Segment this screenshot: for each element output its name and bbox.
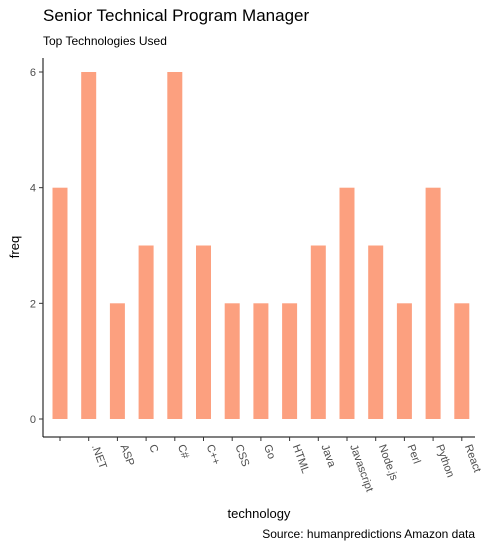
chart-caption: Source: humanpredictions Amazon data [262, 527, 475, 541]
bars-group [52, 72, 470, 419]
x-tick-label: Javascript [347, 443, 375, 494]
x-tick-label: Node.js [376, 443, 400, 483]
y-axis-ticks: 0 2 4 6 [30, 67, 43, 426]
x-axis-ticks: .NET ASP C C# C++ CSS Go HTML Java Javascript Node… [59, 437, 483, 494]
bar-go-7 [253, 303, 269, 419]
bar-c-5 [196, 245, 211, 419]
bar-html-8 [282, 303, 298, 419]
y-tick-label: 4 [30, 183, 36, 195]
y-tick-label: 2 [30, 298, 36, 310]
bar-react-14 [454, 303, 470, 419]
x-tick-label: CSS [232, 443, 251, 468]
bar-perl-12 [396, 303, 412, 419]
x-tick-label: Python [433, 443, 456, 479]
bar-python-13 [425, 187, 441, 419]
x-tick-label: Perl [405, 443, 423, 465]
bar-node-js-11 [368, 245, 384, 419]
x-tick-label: C++ [204, 443, 222, 467]
bar-css-6 [224, 303, 240, 419]
chart-title: Senior Technical Program Manager [43, 6, 310, 25]
x-axis-title: technology [228, 506, 291, 521]
x-tick-label: Go [261, 443, 277, 461]
bar-unlabeled-0 [52, 187, 68, 419]
x-tick-label: ASP [118, 443, 137, 468]
y-tick-label: 0 [30, 414, 36, 426]
x-tick-label: C# [175, 443, 191, 461]
bar-net-1 [81, 72, 97, 419]
bar-c-3 [138, 245, 154, 419]
y-tick-label: 6 [30, 67, 36, 79]
bar-asp-2 [109, 303, 125, 419]
x-tick-label: React [462, 443, 483, 474]
x-tick-label: .NET [89, 443, 109, 471]
x-tick-label: Java [318, 443, 338, 470]
x-tick-label: HTML [290, 443, 312, 475]
bar-c-4 [167, 72, 183, 419]
bar-javascript-10 [339, 187, 355, 419]
bar-java-9 [310, 245, 326, 419]
chart-subtitle: Top Technologies Used [43, 34, 167, 48]
x-tick-label: C [146, 443, 160, 455]
y-axis-title: freq [7, 236, 22, 258]
